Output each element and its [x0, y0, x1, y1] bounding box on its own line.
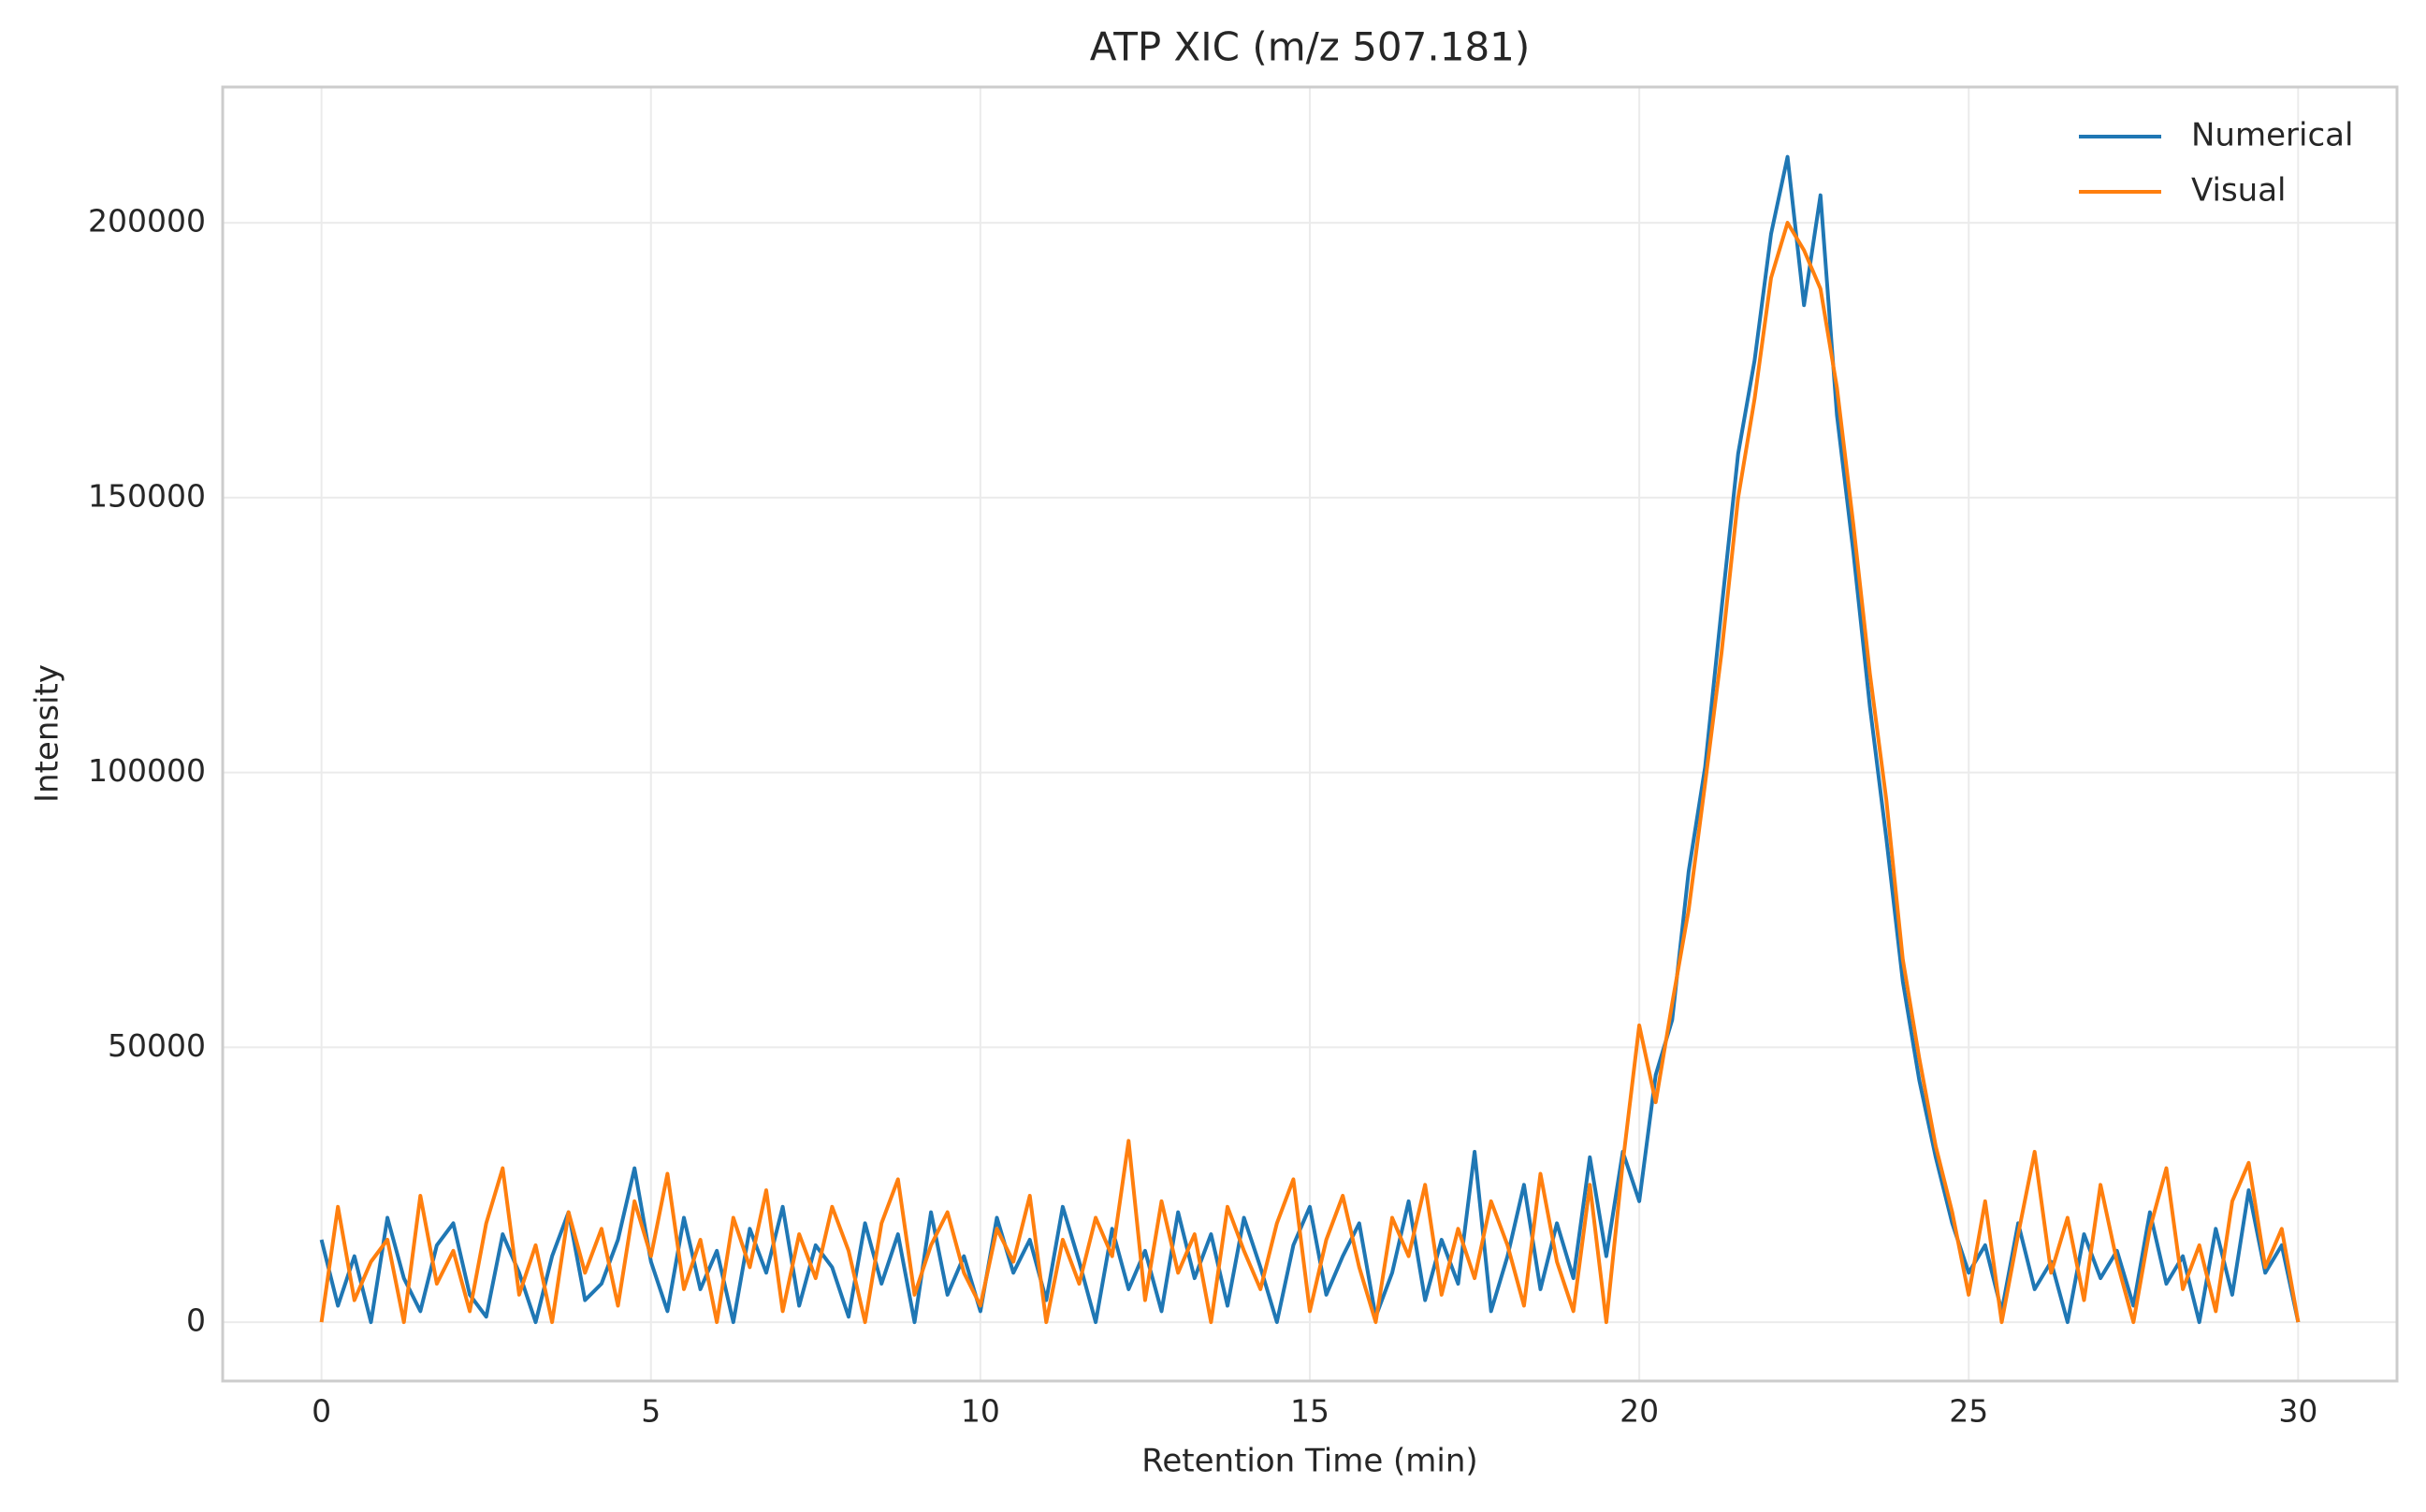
y-tick-label: 50000: [108, 1027, 206, 1064]
y-tick-label: 150000: [88, 477, 206, 514]
x-axis-label: Retention Time (min): [1141, 1443, 1477, 1480]
x-tick-label: 5: [641, 1393, 661, 1430]
series-line: [319, 221, 2301, 1325]
y-tick-label: 0: [186, 1302, 206, 1339]
legend-label: Visual: [2191, 172, 2287, 210]
chart-title: ATP XIC (m/z 507.181): [1090, 24, 1531, 70]
x-tick-label: 25: [1949, 1393, 1988, 1430]
x-tick-label: 0: [312, 1393, 331, 1430]
plot-frame: [221, 85, 2399, 1383]
series-line: [319, 154, 2301, 1325]
x-tick-label: 30: [2278, 1393, 2317, 1430]
x-tick-label: 15: [1290, 1393, 1329, 1430]
y-axis-label: Intensity: [29, 664, 66, 803]
x-tick-label: 20: [1620, 1393, 1659, 1430]
y-tick-label: 200000: [88, 203, 206, 240]
y-tick-label: 100000: [88, 752, 206, 789]
x-tick-label: 10: [961, 1393, 1000, 1430]
legend-label: Numerical: [2191, 117, 2353, 154]
